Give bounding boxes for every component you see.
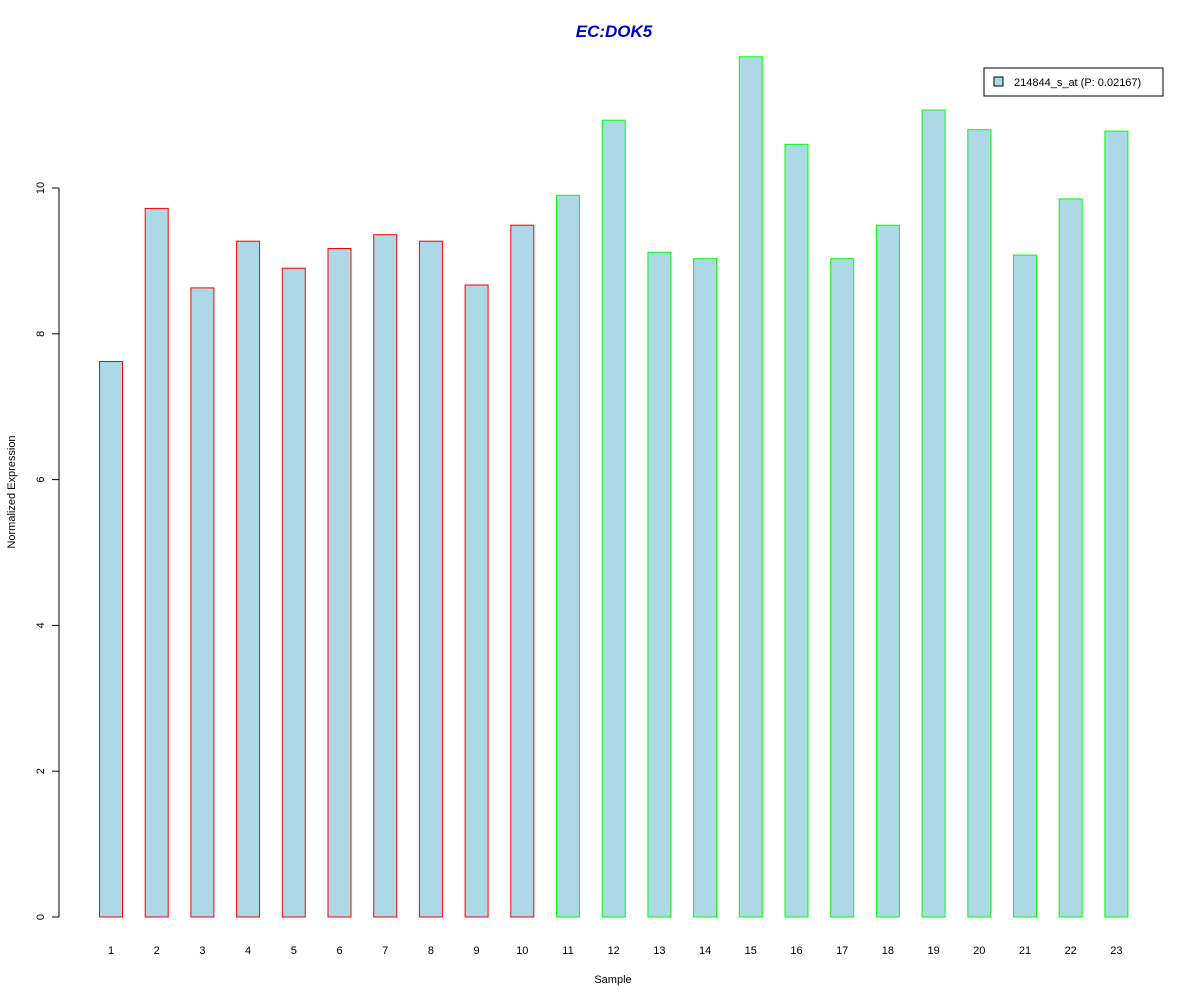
x-tick-label: 1 — [108, 945, 114, 957]
x-tick-label: 13 — [653, 945, 665, 957]
x-tick-label: 20 — [973, 945, 985, 957]
bar-sample-9 — [464, 284, 489, 918]
x-tick-label: 17 — [836, 945, 848, 957]
bar-sample-14 — [693, 258, 718, 918]
x-tick-label: 11 — [562, 945, 573, 957]
x-tick-label: 22 — [1065, 945, 1077, 957]
bar-sample-13 — [647, 251, 672, 918]
legend-box — [983, 67, 1164, 97]
y-tick-label: 0 — [35, 914, 47, 920]
chart-title: EC:DOK5 — [576, 22, 653, 41]
x-axis-label: Sample — [594, 974, 631, 986]
x-tick-label: 9 — [474, 945, 480, 957]
x-tick-label: 19 — [927, 945, 939, 957]
y-axis: 0 2 4 6 8 10 — [35, 182, 60, 920]
bar-sample-3 — [190, 287, 215, 918]
x-tick-label: 16 — [790, 945, 802, 957]
y-axis-label: Normalized Expression — [6, 435, 18, 548]
bar-sample-15 — [738, 56, 763, 918]
y-tick-label: 10 — [35, 182, 47, 194]
legend: 214844_s_at (P: 0.02167) — [983, 67, 1164, 97]
x-tick-label: 2 — [154, 945, 160, 957]
bar-sample-11 — [556, 194, 580, 918]
bar-sample-6 — [327, 248, 352, 918]
bar-sample-4 — [236, 240, 261, 918]
x-tick-label: 6 — [336, 945, 342, 957]
y-tick-label: 2 — [35, 768, 47, 774]
bar-sample-10 — [510, 224, 535, 918]
bar-sample-22 — [1058, 198, 1083, 918]
bar-sample-19 — [921, 109, 946, 918]
legend-label: 214844_s_at (P: 0.02167) — [1014, 77, 1141, 89]
bar-sample-1 — [99, 361, 123, 918]
bar-sample-20 — [967, 129, 992, 918]
x-tick-label: 14 — [699, 945, 711, 957]
x-tick-label: 7 — [382, 945, 388, 957]
x-tick-label: 15 — [745, 945, 757, 957]
x-tick-label: 4 — [245, 945, 251, 957]
x-tick-label: 21 — [1019, 945, 1031, 957]
bar-sample-17 — [830, 258, 855, 918]
y-tick-label: 4 — [35, 622, 47, 628]
x-tick-label: 8 — [428, 945, 434, 957]
bar-sample-7 — [373, 234, 398, 918]
y-tick-label: 6 — [35, 477, 47, 483]
bar-sample-2 — [144, 207, 169, 918]
x-tick-label: 23 — [1110, 945, 1122, 957]
y-tick-label: 8 — [35, 331, 47, 337]
bar-sample-23 — [1104, 130, 1129, 918]
x-tick-label: 5 — [291, 945, 297, 957]
bar-group — [99, 56, 1129, 918]
x-tick-labels: 1 2 3 4 5 6 7 8 9 10 11 12 13 14 15 16 17 18 19 20 21 22 23 — [108, 945, 1123, 957]
bar-sample-21 — [1013, 254, 1037, 918]
x-tick-label: 12 — [608, 945, 620, 957]
bar-sample-16 — [784, 143, 809, 918]
legend-swatch — [993, 76, 1004, 87]
bar-sample-12 — [601, 119, 626, 918]
bar-sample-8 — [418, 240, 443, 918]
x-tick-label: 18 — [882, 945, 894, 957]
x-tick-label: 3 — [199, 945, 205, 957]
x-tick-label: 10 — [516, 945, 528, 957]
bar-sample-5 — [281, 267, 306, 918]
bar-sample-18 — [875, 224, 900, 918]
